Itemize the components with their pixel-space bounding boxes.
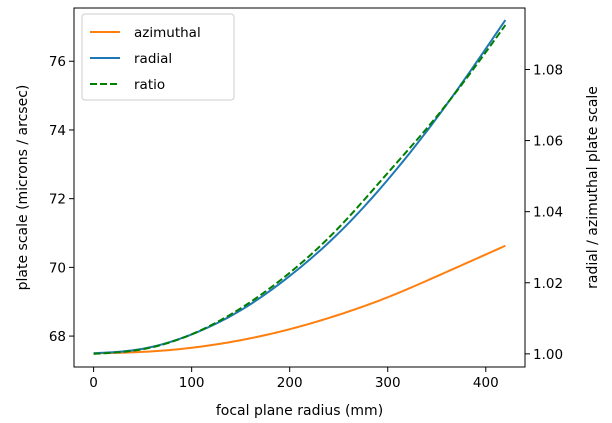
y2-tick-label: 1.06 (533, 134, 563, 150)
y2-axis-title: radial / azimuthal plate scale (585, 86, 601, 289)
plot-area (73, 7, 526, 368)
x-axis: 0 100 200 300 400 (89, 367, 499, 391)
y2-tick-label: 1.02 (533, 276, 563, 292)
x-tick-label: 300 (375, 375, 401, 391)
series-line-ratio (93, 24, 507, 355)
x-tick-label: 0 (89, 375, 98, 391)
y-axis-left: 68 70 72 74 76 (49, 54, 74, 345)
y-axis-title: plate scale (microns / arcsec) (15, 85, 31, 291)
series-layer (93, 19, 507, 355)
legend-label-radial: radial (134, 51, 172, 67)
x-tick-label: 100 (179, 375, 205, 391)
series-line-azimuthal (93, 244, 506, 355)
y-axis-right: 1.00 1.02 1.04 1.06 1.08 (525, 62, 563, 363)
y-tick-label: 72 (49, 192, 66, 208)
legend-label-azimuthal: azimuthal (134, 25, 201, 41)
y-tick-label: 68 (49, 329, 66, 345)
x-tick-label: 200 (277, 375, 303, 391)
legend-label-ratio: ratio (134, 77, 165, 93)
x-axis-title: focal plane radius (mm) (216, 403, 383, 419)
x-tick-label: 400 (473, 375, 499, 391)
legend-box (81, 13, 235, 101)
y-tick-label: 70 (49, 260, 66, 276)
plot-frame (73, 7, 526, 368)
legend: azimuthal radial ratio (81, 13, 235, 101)
y2-tick-label: 1.08 (533, 62, 563, 78)
y-tick-label: 74 (49, 123, 66, 139)
y2-tick-label: 1.00 (533, 347, 563, 363)
y2-tick-label: 1.04 (533, 205, 563, 221)
y-tick-label: 76 (49, 54, 66, 70)
